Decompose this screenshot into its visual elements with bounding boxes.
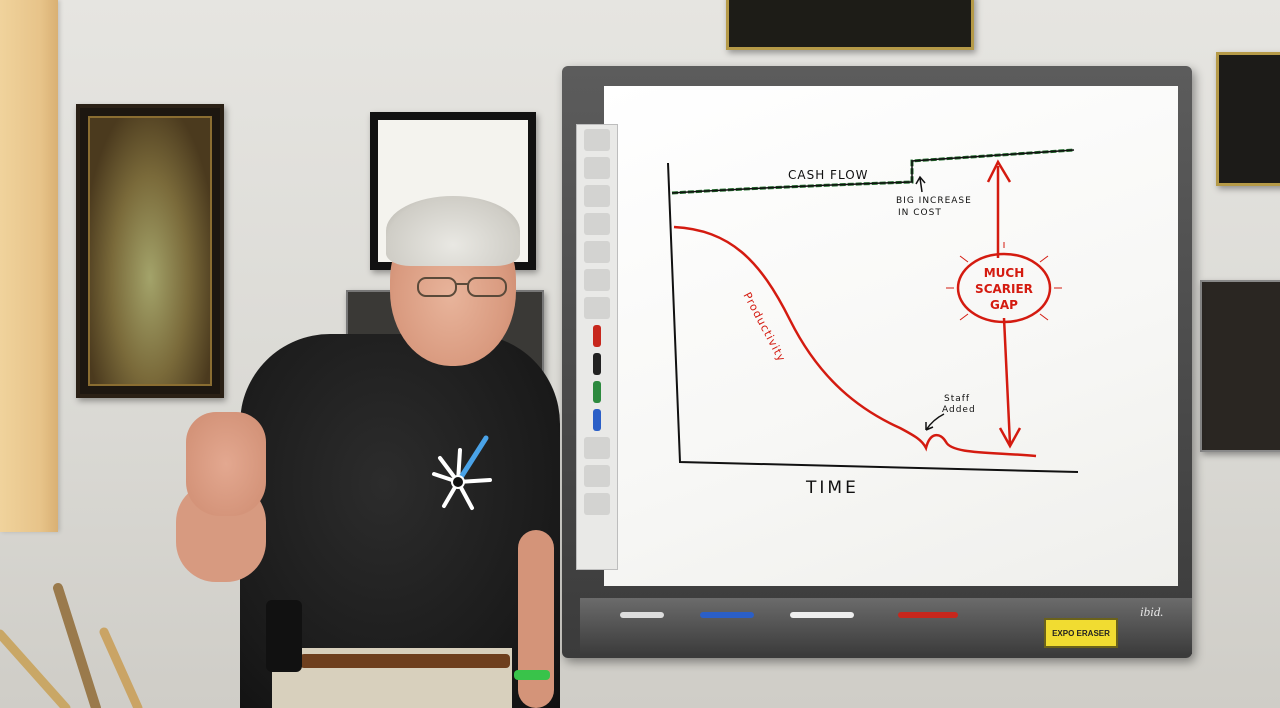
x-axis-label: TIME bbox=[806, 478, 859, 498]
page-icon[interactable] bbox=[584, 241, 610, 263]
whiteboard-surface bbox=[604, 86, 1178, 586]
walking-sticks bbox=[0, 583, 143, 708]
white-pen-icon[interactable] bbox=[584, 297, 610, 319]
person-hair bbox=[386, 196, 520, 266]
blue-pen-icon[interactable] bbox=[593, 409, 601, 431]
black-pen-icon[interactable] bbox=[593, 353, 601, 375]
staff-note-arrow bbox=[925, 413, 945, 431]
productivity-curve bbox=[673, 225, 1037, 458]
cash-flow-outline bbox=[671, 149, 1075, 194]
cash-flow-label: CASH FLOW bbox=[788, 168, 869, 182]
settings-icon[interactable] bbox=[584, 493, 610, 515]
marker-black[interactable] bbox=[790, 612, 854, 618]
cost-note-arrow bbox=[915, 175, 926, 193]
shirt-star-logo bbox=[432, 435, 492, 510]
wall-plaque-right bbox=[1216, 52, 1280, 186]
monitor-icon[interactable] bbox=[584, 269, 610, 291]
gap-arrow-line bbox=[996, 166, 1012, 445]
cash-flow-line bbox=[671, 148, 1075, 195]
marker-red[interactable] bbox=[898, 612, 958, 618]
red-pen-icon[interactable] bbox=[593, 325, 601, 347]
wood-panel bbox=[0, 0, 58, 532]
wall-plaque-top bbox=[726, 0, 974, 50]
graph-axes bbox=[667, 162, 1079, 473]
person-belt bbox=[300, 654, 510, 668]
toolbar-logo-icon bbox=[584, 129, 610, 151]
print-icon[interactable] bbox=[584, 465, 610, 487]
phone-holster bbox=[266, 600, 302, 672]
person-arm-right bbox=[518, 530, 554, 708]
whiteboard-toolbar bbox=[576, 124, 618, 570]
gap-label-line1: MUCH bbox=[983, 266, 1025, 280]
eraser-tool-icon[interactable] bbox=[584, 437, 610, 459]
staff-note-line1: Staff bbox=[944, 394, 971, 404]
whiteboard-eraser[interactable]: EXPO ERASER bbox=[1044, 618, 1118, 648]
staff-note-line2: Added bbox=[942, 405, 976, 415]
gap-label-line3: GAP bbox=[990, 298, 1018, 312]
green-wristband bbox=[514, 670, 550, 680]
gap-arrow-head-bottom bbox=[998, 427, 1022, 449]
whiteboard-brand-logo: ibid. bbox=[1140, 604, 1164, 619]
green-pen-icon[interactable] bbox=[593, 381, 601, 403]
gap-label-line2: SCARIER bbox=[975, 282, 1033, 296]
marker-blue[interactable] bbox=[700, 612, 754, 618]
cost-note-line1: BIG INCREASE bbox=[896, 196, 972, 206]
framed-painting bbox=[76, 104, 224, 398]
page-icon[interactable] bbox=[584, 213, 610, 235]
cost-note-line2: IN COST bbox=[898, 208, 942, 218]
person-raised-hand bbox=[186, 412, 266, 516]
gap-bubble bbox=[956, 252, 1052, 324]
gap-arrow-head-top bbox=[986, 159, 1012, 183]
wall-display-right bbox=[1200, 280, 1280, 452]
marker-white[interactable] bbox=[620, 612, 664, 618]
glasses bbox=[417, 277, 507, 297]
arrow-right-icon[interactable] bbox=[584, 157, 610, 179]
arrow-left-icon[interactable] bbox=[584, 185, 610, 207]
painting-image bbox=[88, 116, 212, 386]
gap-bubble-rays bbox=[946, 242, 1062, 321]
